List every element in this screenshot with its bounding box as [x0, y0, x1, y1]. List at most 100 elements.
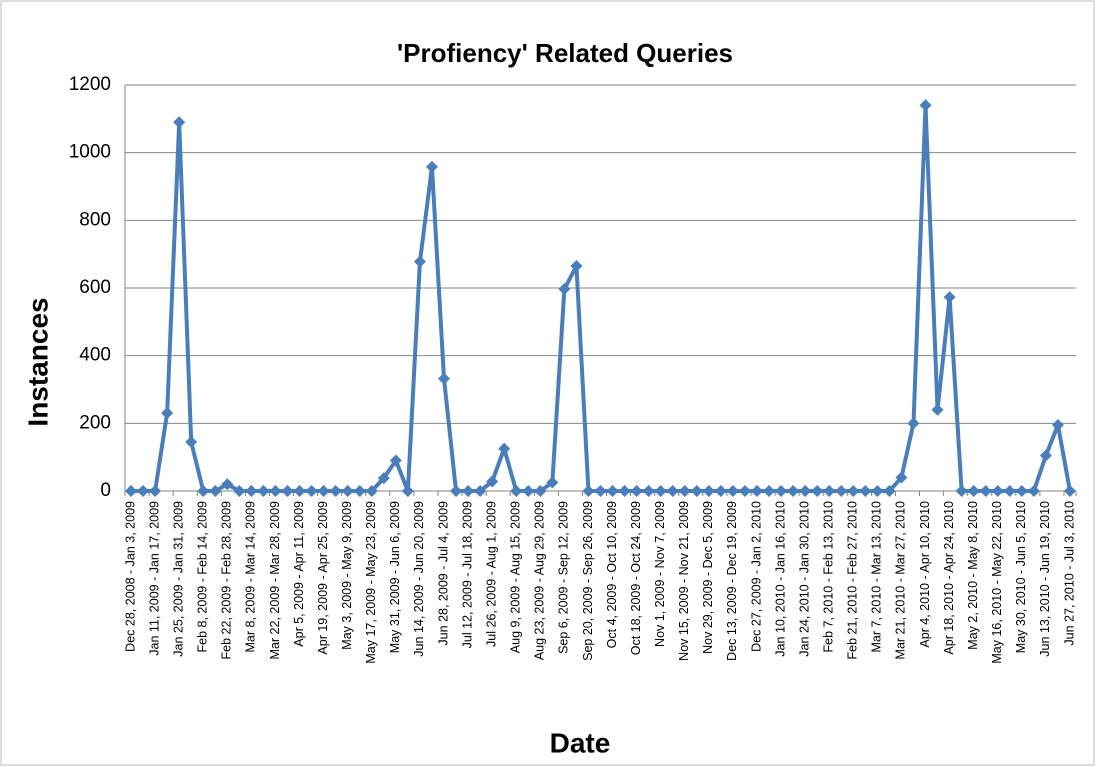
data-marker	[1027, 485, 1040, 497]
x-tick-label: Apr 4, 2010 - Apr 10, 2010	[918, 501, 932, 648]
x-tick-label: Aug 9, 2009 - Aug 15, 2009	[509, 501, 523, 653]
data-marker	[714, 485, 727, 497]
data-marker	[534, 485, 547, 497]
chart-title: 'Profiency' Related Queries	[397, 38, 733, 68]
data-marker	[161, 407, 174, 420]
x-tick-label: Jun 28, 2009 - Jul 4, 2009	[436, 501, 450, 646]
data-marker	[341, 485, 354, 497]
data-marker	[1063, 485, 1076, 497]
data-marker	[149, 485, 162, 497]
data-marker	[835, 485, 848, 497]
data-marker	[1051, 419, 1064, 432]
data-marker	[221, 478, 234, 491]
x-tick-label: Jul 26, 2009 - Aug 1, 2009	[484, 501, 498, 647]
x-tick-label: Sep 6, 2009 - Sep 12, 2009	[557, 501, 571, 654]
data-marker	[847, 485, 860, 497]
data-marker	[678, 485, 691, 497]
x-tick-label: May 16, 2010 - May 22, 2010	[990, 501, 1004, 664]
data-marker	[594, 485, 607, 497]
data-marker	[137, 485, 150, 497]
data-marker	[546, 476, 559, 489]
x-tick-label: Jul 12, 2009 - Jul 18, 2009	[460, 501, 474, 648]
data-marker	[1015, 485, 1028, 497]
x-tick-label: May 2, 2010 - May 8, 2010	[966, 501, 980, 650]
data-marker	[558, 283, 571, 296]
y-tick-label: 400	[79, 345, 111, 366]
x-tick-label: Dec 27, 2009 - Jan 2, 2010	[749, 501, 763, 652]
x-tick-label: Apr 19, 2009 - Apr 25, 2009	[316, 501, 330, 655]
data-marker	[750, 485, 763, 497]
y-tick-label: 1200	[69, 74, 111, 95]
x-tick-label: May 31, 2009 - Jun 6, 2009	[388, 501, 402, 653]
data-marker	[907, 417, 920, 430]
data-marker	[353, 485, 366, 497]
data-marker	[450, 485, 463, 497]
data-marker	[666, 485, 679, 497]
data-marker	[823, 485, 836, 497]
data-marker	[895, 471, 908, 484]
data-marker	[991, 485, 1004, 497]
data-marker	[281, 485, 294, 497]
x-tick-label: May 3, 2009 - May 9, 2009	[340, 501, 354, 650]
data-marker	[425, 160, 438, 173]
data-marker	[269, 485, 282, 497]
data-marker	[438, 372, 451, 385]
data-marker	[883, 485, 896, 497]
data-marker	[630, 485, 643, 497]
data-marker	[317, 485, 330, 497]
x-tick-label: Aug 23, 2009 - Aug 29, 2009	[533, 501, 547, 660]
data-marker	[257, 485, 270, 497]
data-marker	[871, 485, 884, 497]
data-marker	[919, 99, 932, 112]
x-axis-label: Date	[550, 727, 611, 758]
x-tick-label: Apr 18, 2010 - Apr 24, 2010	[942, 501, 956, 655]
x-tick-label: Mar 7, 2010 - Mar 13, 2010	[870, 501, 884, 653]
data-marker	[293, 485, 306, 497]
x-tick-label: Nov 1, 2009 - Nov 7, 2009	[653, 501, 667, 647]
data-marker	[606, 485, 619, 497]
data-marker	[763, 485, 776, 497]
data-marker	[702, 485, 715, 497]
data-marker	[967, 485, 980, 497]
x-tick-label: Dec 28, 2008 - Jan 3, 2009	[123, 501, 137, 652]
data-marker	[389, 454, 402, 467]
x-tick-label: Dec 13, 2009 - Dec 19, 2009	[725, 501, 739, 661]
data-marker	[125, 485, 138, 497]
data-marker	[642, 485, 655, 497]
x-tick-label: Sep 20, 2009 - Sep 26, 2009	[581, 501, 595, 661]
y-tick-label: 600	[79, 277, 111, 298]
x-tick-label: May 17, 2009 - May 23, 2009	[364, 501, 378, 664]
data-marker	[377, 472, 390, 485]
data-marker	[498, 442, 511, 455]
data-marker	[233, 485, 246, 497]
data-marker	[209, 485, 222, 497]
data-marker	[582, 485, 595, 497]
x-tick-label: Nov 15, 2009 - Nov 21, 2009	[677, 501, 691, 661]
data-marker	[510, 485, 523, 497]
x-tick-label: Jan 11, 2009 - Jan 17, 2009	[147, 501, 161, 656]
data-marker	[618, 485, 631, 497]
data-marker	[1039, 449, 1052, 462]
data-marker	[413, 255, 426, 268]
x-tick-label: Jun 14, 2009 - Jun 20, 2009	[412, 501, 426, 657]
x-tick-label: Feb 8, 2009 - Feb 14, 2009	[196, 501, 210, 653]
data-marker	[690, 485, 703, 497]
data-marker	[245, 485, 258, 497]
x-tick-label: Apr 5, 2009 - Apr 11, 2009	[292, 501, 306, 647]
data-marker	[173, 116, 186, 129]
data-marker	[979, 485, 992, 497]
data-marker	[787, 485, 800, 497]
x-tick-label: Feb 21, 2010 - Feb 27, 2010	[846, 501, 860, 659]
data-marker	[931, 403, 944, 416]
data-marker	[859, 485, 872, 497]
data-marker	[738, 485, 751, 497]
data-marker	[799, 485, 812, 497]
data-marker	[185, 435, 198, 448]
y-tick-label: 0	[100, 480, 111, 501]
data-marker	[570, 260, 583, 273]
data-marker	[811, 485, 824, 497]
data-marker	[462, 485, 475, 497]
